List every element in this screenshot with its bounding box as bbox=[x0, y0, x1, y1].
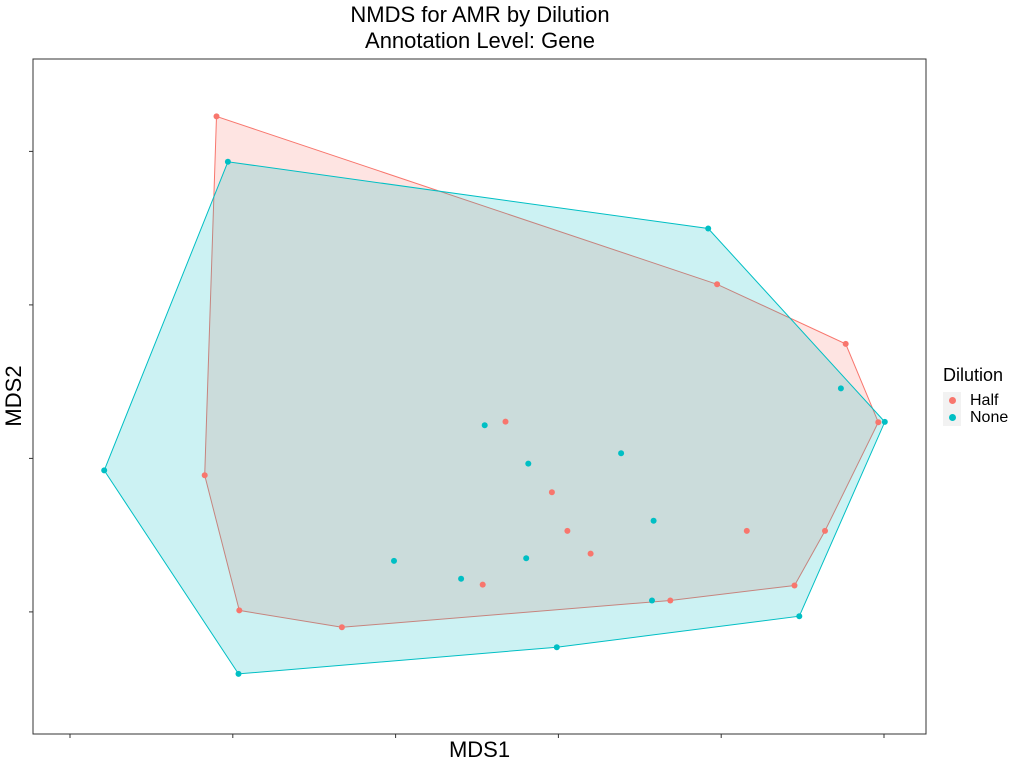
panel-border bbox=[32, 58, 927, 735]
point-half-11 bbox=[587, 550, 594, 557]
point-half-8 bbox=[564, 527, 571, 534]
hull-none bbox=[103, 161, 886, 675]
point-none-3 bbox=[837, 385, 844, 392]
point-none-8 bbox=[618, 450, 625, 457]
chart-subtitle: Annotation Level: Gene bbox=[365, 28, 595, 53]
point-none-13 bbox=[649, 597, 655, 604]
point-half-12 bbox=[791, 582, 798, 589]
point-half-7 bbox=[548, 489, 555, 496]
legend-label-none: None bbox=[970, 408, 1009, 426]
legend-item-none: None bbox=[943, 409, 1008, 426]
point-layer bbox=[101, 113, 888, 677]
legend: Dilution Half None bbox=[943, 365, 1008, 426]
point-none-9 bbox=[650, 517, 657, 524]
point-half-10 bbox=[822, 527, 828, 534]
hull-layer bbox=[103, 115, 886, 675]
legend-item-half: Half bbox=[943, 392, 1008, 409]
point-none-6 bbox=[481, 422, 488, 429]
point-none-7 bbox=[525, 460, 532, 467]
legend-dot-half bbox=[949, 397, 956, 404]
y-axis-label: MDS2 bbox=[1, 365, 26, 427]
x-ticks bbox=[69, 734, 885, 738]
x-axis-label: MDS1 bbox=[448, 737, 511, 762]
point-none-14 bbox=[796, 613, 803, 620]
point-none-16 bbox=[235, 670, 242, 677]
point-half-5 bbox=[201, 472, 208, 479]
point-none-12 bbox=[523, 555, 530, 562]
point-half-2 bbox=[714, 281, 721, 288]
point-half-15 bbox=[236, 607, 243, 614]
point-half-16 bbox=[338, 624, 345, 631]
legend-key-half bbox=[943, 392, 961, 409]
legend-label-half: Half bbox=[970, 391, 999, 409]
legend-title: Dilution bbox=[943, 365, 1004, 385]
point-none-2 bbox=[705, 225, 712, 232]
point-none-4 bbox=[881, 418, 888, 425]
point-half-3 bbox=[842, 340, 849, 347]
point-none-10 bbox=[391, 557, 397, 564]
point-half-13 bbox=[479, 581, 486, 588]
point-half-1 bbox=[213, 113, 220, 120]
point-none-1 bbox=[224, 158, 231, 165]
chart-title: NMDS for AMR by Dilution bbox=[350, 2, 610, 27]
point-half-9 bbox=[743, 527, 750, 534]
point-half-14 bbox=[667, 597, 674, 604]
legend-key-none bbox=[943, 409, 961, 426]
point-half-6 bbox=[502, 418, 509, 425]
legend-dot-none bbox=[949, 414, 956, 421]
y-ticks bbox=[29, 150, 33, 613]
point-none-11 bbox=[458, 575, 465, 582]
point-none-5 bbox=[101, 467, 108, 474]
point-half-4 bbox=[875, 419, 882, 426]
point-none-15 bbox=[553, 644, 560, 651]
